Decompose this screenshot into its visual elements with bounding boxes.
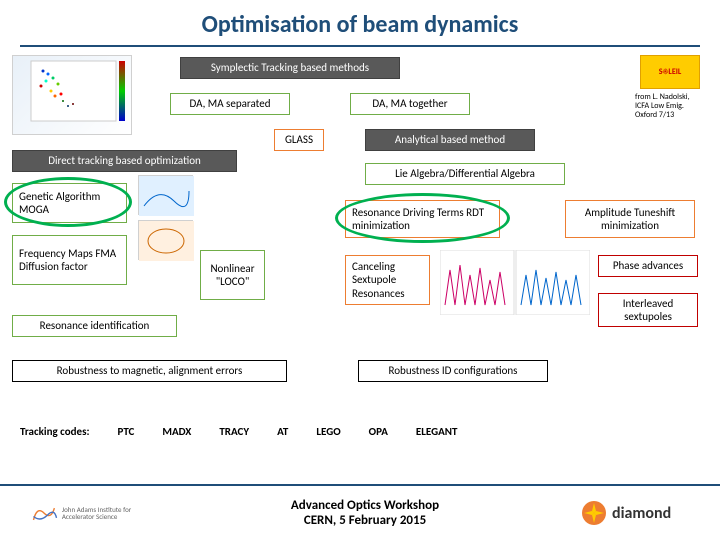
box-lie-algebra: Lie Algebra/Differential Algebra <box>365 163 565 185</box>
diamond-logo: diamond <box>580 496 690 530</box>
box-resonance-id: Resonance identification <box>12 315 177 337</box>
spectral-chart <box>440 250 590 315</box>
box-frequency-maps: Frequency Maps FMA Diffusion factor <box>12 235 127 285</box>
page-title: Optimisation of beam dynamics <box>0 0 720 45</box>
mini-chart-1 <box>138 175 193 215</box>
box-rdt: Resonance Driving Terms RDT minimization <box>345 200 500 238</box>
box-glass: GLASS <box>274 129 324 151</box>
tracking-code-ptc: PTC <box>118 425 135 438</box>
box-da-separated: DA, MA separated <box>170 93 290 115</box>
title-divider <box>20 45 700 47</box>
attribution-text: from L. Nadolski, ICFA Low Emig. Oxford … <box>635 93 705 119</box>
mini-chart-2 <box>138 220 193 260</box>
box-analytical: Analytical based method <box>365 129 535 151</box>
box-nonlinear-loco: Nonlinear "LOCO" <box>200 250 265 300</box>
box-genetic-moga: Genetic Algorithm MOGA <box>12 183 127 223</box>
tracking-label: Tracking codes: <box>20 425 90 438</box>
tracking-code-elegant: ELEGANT <box>416 425 458 438</box>
tracking-codes-row: Tracking codes: PTC MADX TRACY AT LEGO O… <box>10 400 710 462</box>
box-interleaved-sextupoles: Interleaved sextupoles <box>598 293 698 327</box>
tracking-code-at: AT <box>277 425 288 438</box>
soleil-logo: S☀LEIL <box>640 55 700 89</box>
box-robust-magnetic: Robustness to magnetic, alignment errors <box>12 360 287 382</box>
scatter-chart-left <box>12 55 132 135</box>
tracking-code-tracy: TRACY <box>219 425 249 438</box>
footer-text: Advanced Optics Workshop CERN, 5 Februar… <box>150 498 580 528</box>
box-da-together: DA, MA together <box>350 93 470 115</box>
tracking-code-opa: OPA <box>369 425 388 438</box>
box-phase-advances: Phase advances <box>598 255 698 277</box>
jai-logo: John Adams Institute for Accelerator Sci… <box>30 496 150 530</box>
tracking-code-lego: LEGO <box>316 425 340 438</box>
footer: John Adams Institute for Accelerator Sci… <box>0 484 720 540</box>
box-cancel-sextupole: Canceling Sextupole Resonances <box>345 255 430 305</box>
tracking-code-madx: MADX <box>162 425 191 438</box>
box-robust-id: Robustness ID configurations <box>358 360 548 382</box>
box-symplectic: Symplectic Tracking based methods <box>180 57 400 79</box>
box-direct-tracking: Direct tracking based optimization <box>12 150 237 172</box>
diagram-area: S☀LEIL from L. Nadolski, ICFA Low Emig. … <box>10 55 710 465</box>
box-amplitude-tuneshift: Amplitude Tuneshift minimization <box>565 200 695 238</box>
